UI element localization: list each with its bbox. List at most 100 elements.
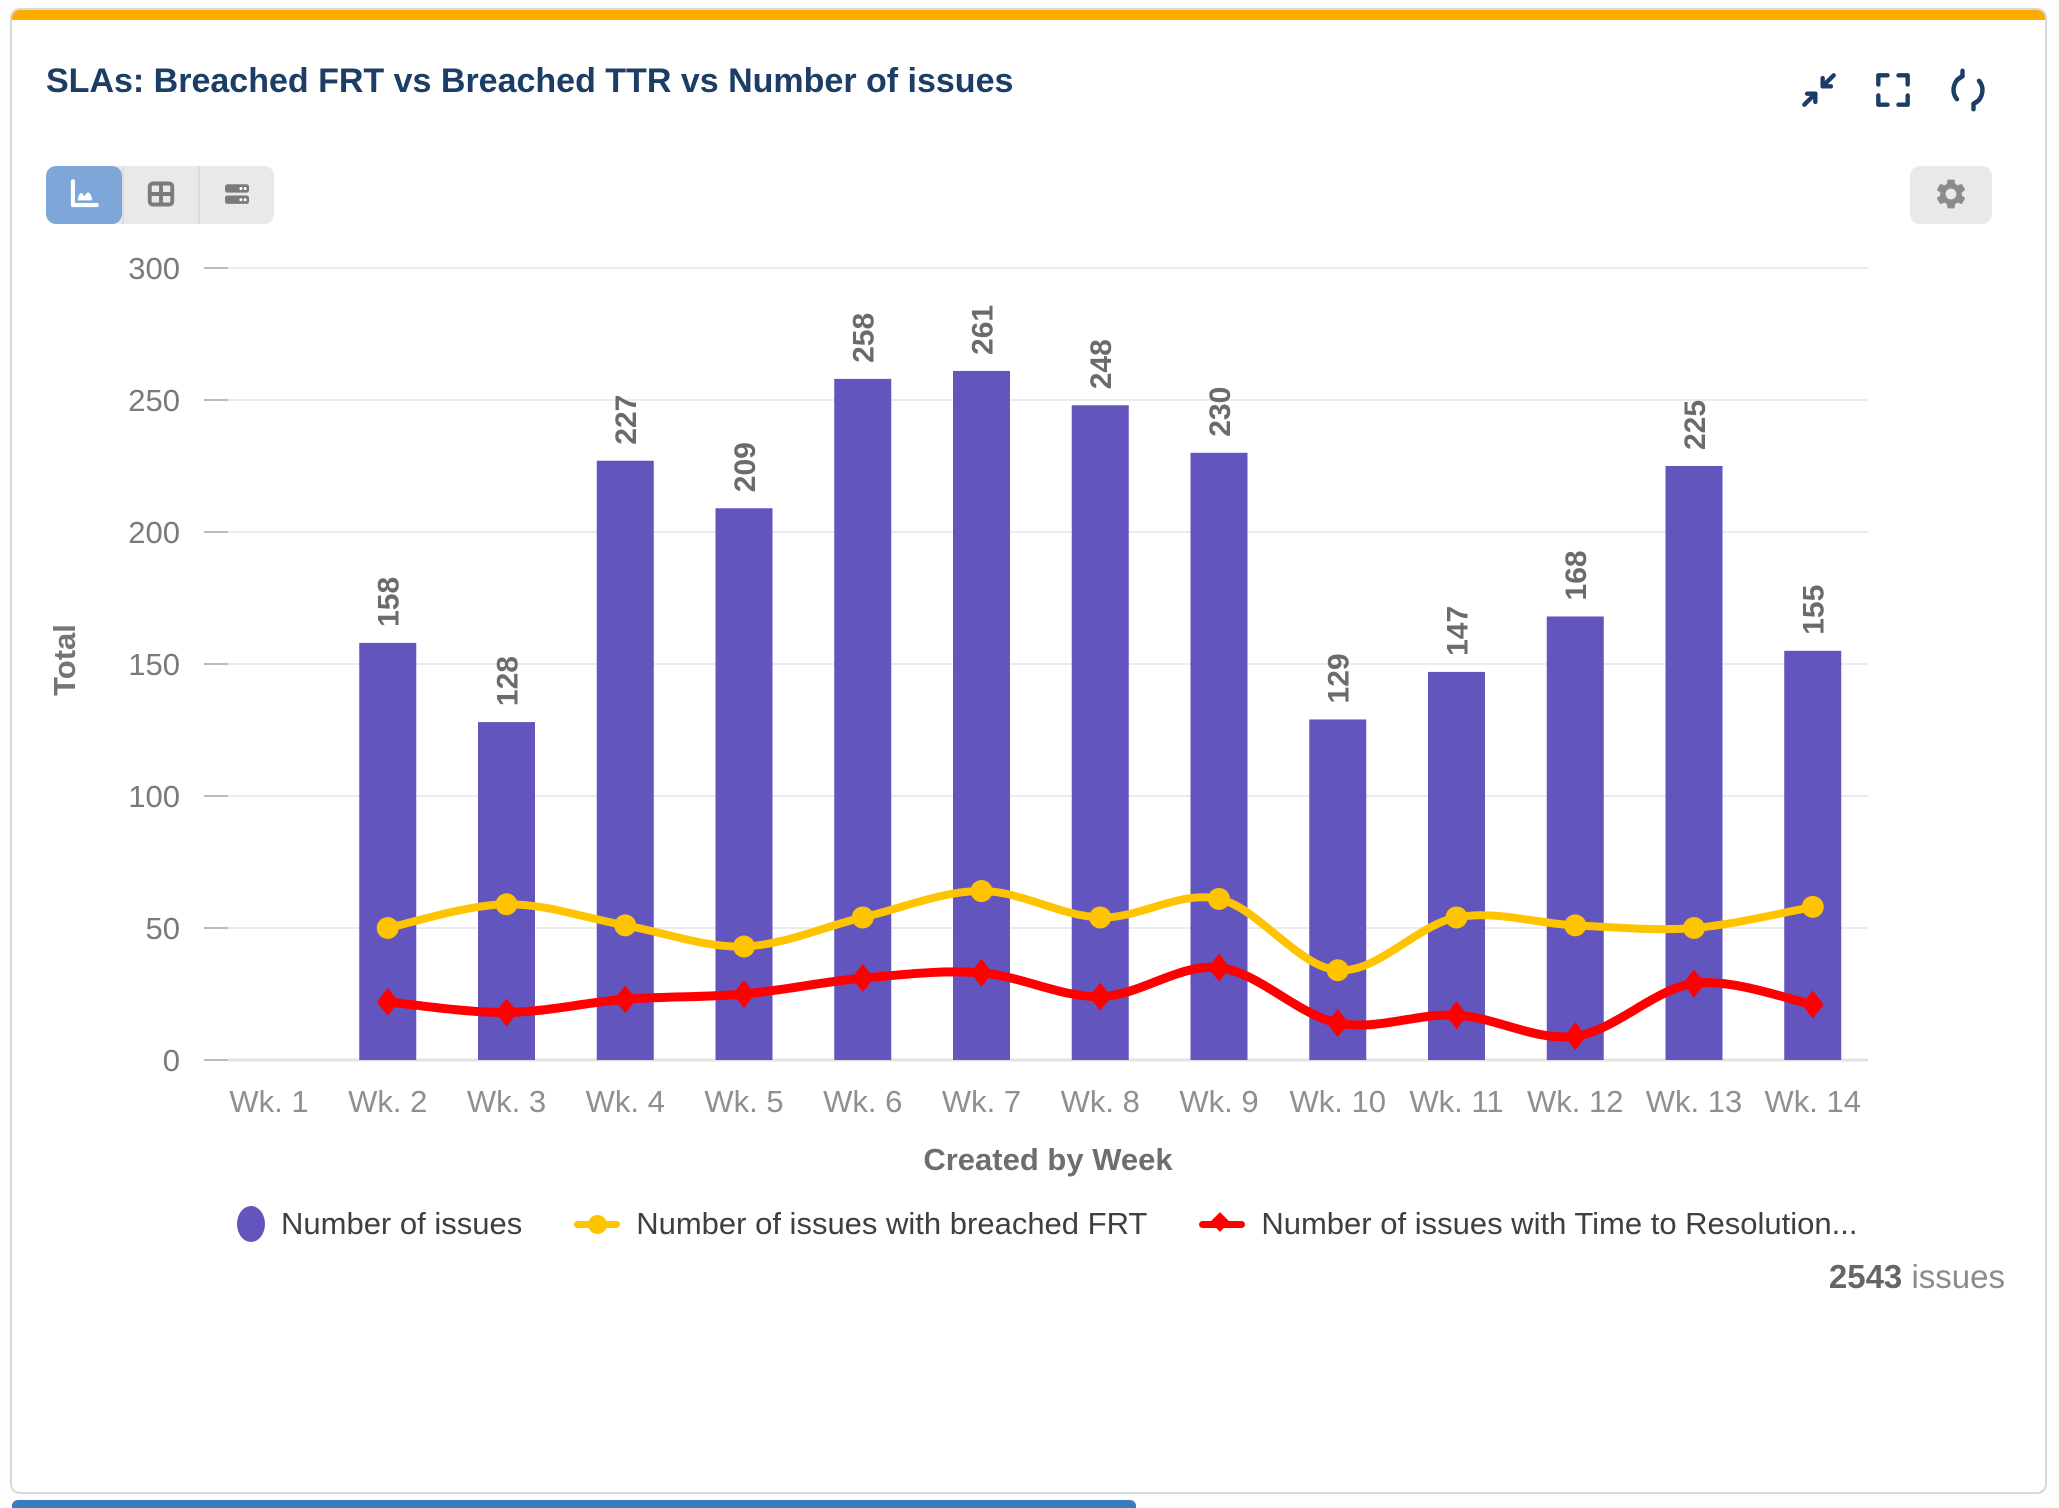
bar-series-marker bbox=[237, 1206, 265, 1242]
line-point-marker bbox=[1326, 1009, 1349, 1038]
line-point-marker bbox=[1089, 982, 1112, 1011]
bar-value-label: 209 bbox=[729, 442, 762, 492]
collapse-icon[interactable] bbox=[1797, 68, 1841, 112]
line-point-marker bbox=[1564, 914, 1587, 937]
x-tick-label: Wk. 5 bbox=[704, 1084, 783, 1119]
x-tick-label: Wk. 6 bbox=[823, 1084, 902, 1119]
widget-title: SLAs: Breached FRT vs Breached TTR vs Nu… bbox=[46, 62, 1014, 100]
line-point-marker bbox=[495, 893, 518, 916]
combo-chart: 0 50 100 150 200 250 300 Total 158 128 227 209 258 26… bbox=[47, 251, 1868, 1177]
bar bbox=[1309, 719, 1367, 1060]
chart-view-button[interactable] bbox=[46, 166, 122, 224]
line-point-marker bbox=[1564, 1022, 1587, 1051]
y-tick-label: 250 bbox=[128, 383, 180, 418]
chart-legend: Number of issues Number of issues with b… bbox=[237, 1206, 1858, 1242]
x-tick-label: Wk. 7 bbox=[942, 1084, 1021, 1119]
issue-count-value: 2543 bbox=[1828, 1258, 1903, 1295]
line-point-marker bbox=[1089, 906, 1112, 929]
x-tick-label: Wk. 4 bbox=[586, 1084, 665, 1119]
line-point-marker bbox=[1208, 887, 1230, 910]
line-point-marker bbox=[851, 906, 874, 929]
line-point-marker bbox=[614, 914, 637, 937]
bar-value-label: 261 bbox=[967, 305, 1000, 355]
view-switcher bbox=[46, 166, 274, 224]
legend-item-breached-ttr[interactable]: Number of issues with Time to Resolution… bbox=[1199, 1206, 1858, 1242]
issue-count-label: issues bbox=[1911, 1258, 2005, 1295]
issue-count: 2543 issues bbox=[1829, 1258, 2005, 1296]
y-tick-label: 200 bbox=[128, 515, 180, 550]
line-point-marker bbox=[1445, 906, 1468, 929]
line-point-marker bbox=[733, 935, 755, 958]
list-icon bbox=[219, 176, 255, 215]
x-tick-label: Wk. 8 bbox=[1061, 1084, 1140, 1119]
line-point-marker bbox=[1326, 959, 1349, 982]
bar-value-label: 128 bbox=[492, 656, 525, 706]
line-point-marker bbox=[1801, 895, 1824, 918]
line-point-marker bbox=[1683, 917, 1705, 939]
line-point-marker bbox=[1683, 969, 1705, 998]
x-tick-label: Wk. 3 bbox=[467, 1084, 546, 1119]
line-point-marker bbox=[970, 958, 993, 987]
y-tick-label: 150 bbox=[128, 647, 180, 682]
x-tick-label: Wk. 11 bbox=[1409, 1084, 1503, 1119]
next-widget-accent-bar bbox=[12, 1500, 1136, 1508]
bar-value-label: 168 bbox=[1560, 550, 1593, 600]
line-point-marker bbox=[376, 917, 399, 939]
bar bbox=[834, 378, 892, 1060]
x-tick-label: Wk. 2 bbox=[348, 1084, 427, 1119]
line-point-marker bbox=[733, 980, 755, 1008]
fullscreen-icon[interactable] bbox=[1871, 68, 1915, 112]
bar bbox=[715, 508, 773, 1060]
bar bbox=[953, 370, 1010, 1061]
bar bbox=[1071, 405, 1129, 1060]
line-point-marker bbox=[1445, 1001, 1468, 1030]
y-tick-label: 300 bbox=[128, 251, 180, 286]
legend-label: Number of issues with breached FRT bbox=[636, 1206, 1148, 1241]
table-view-button[interactable] bbox=[122, 166, 198, 224]
refresh-icon[interactable] bbox=[1945, 68, 1991, 112]
card-accent-bar bbox=[12, 10, 2045, 20]
bar-value-label: 227 bbox=[610, 395, 643, 445]
bar-value-label: 225 bbox=[1679, 400, 1712, 450]
y-tick-label: 0 bbox=[163, 1043, 180, 1078]
window-controls bbox=[1797, 68, 1991, 112]
line-point-marker bbox=[851, 964, 874, 993]
bar-value-label: 230 bbox=[1204, 387, 1237, 437]
frt-series-marker bbox=[574, 1206, 621, 1242]
bar bbox=[596, 460, 654, 1061]
x-tick-label: Wk. 13 bbox=[1646, 1084, 1742, 1119]
settings-button[interactable] bbox=[1910, 166, 1992, 224]
y-tick-label: 100 bbox=[128, 779, 180, 814]
sla-widget-card: SLAs: Breached FRT vs Breached TTR vs Nu… bbox=[10, 8, 2047, 1494]
ttr-series-marker bbox=[1199, 1206, 1246, 1242]
gear-icon bbox=[1933, 176, 1969, 215]
bar bbox=[1665, 466, 1723, 1060]
x-tick-label: Wk. 12 bbox=[1527, 1084, 1623, 1119]
line-point-marker bbox=[376, 987, 399, 1016]
line-point-marker bbox=[495, 998, 518, 1027]
table-icon bbox=[143, 176, 179, 215]
legend-item-breached-frt[interactable]: Number of issues with breached FRT bbox=[574, 1206, 1147, 1242]
line-point-marker bbox=[614, 985, 637, 1014]
x-tick-label: Wk. 9 bbox=[1179, 1084, 1258, 1119]
y-axis-title: Total bbox=[47, 624, 82, 696]
x-tick-label: Wk. 1 bbox=[229, 1084, 308, 1119]
line-point-marker bbox=[1208, 953, 1230, 982]
legend-label: Number of issues bbox=[281, 1206, 523, 1241]
x-tick-label: Wk. 14 bbox=[1765, 1084, 1861, 1119]
chart-icon bbox=[65, 175, 103, 216]
bar-value-label: 129 bbox=[1323, 653, 1356, 703]
bar-value-label: 158 bbox=[373, 577, 406, 627]
x-axis-title: Created by Week bbox=[923, 1142, 1173, 1177]
bar bbox=[1546, 616, 1604, 1060]
bar-value-label: 147 bbox=[1442, 606, 1475, 656]
bar bbox=[1428, 671, 1485, 1060]
bar-value-label: 248 bbox=[1085, 339, 1118, 389]
line-point-marker bbox=[970, 880, 993, 903]
legend-label: Number of issues with Time to Resolution… bbox=[1261, 1206, 1858, 1241]
legend-item-issues[interactable]: Number of issues bbox=[237, 1206, 522, 1242]
list-view-button[interactable] bbox=[198, 166, 274, 224]
x-tick-label: Wk. 10 bbox=[1290, 1084, 1386, 1119]
bar-value-label: 258 bbox=[848, 313, 881, 363]
y-tick-label: 50 bbox=[146, 911, 180, 946]
